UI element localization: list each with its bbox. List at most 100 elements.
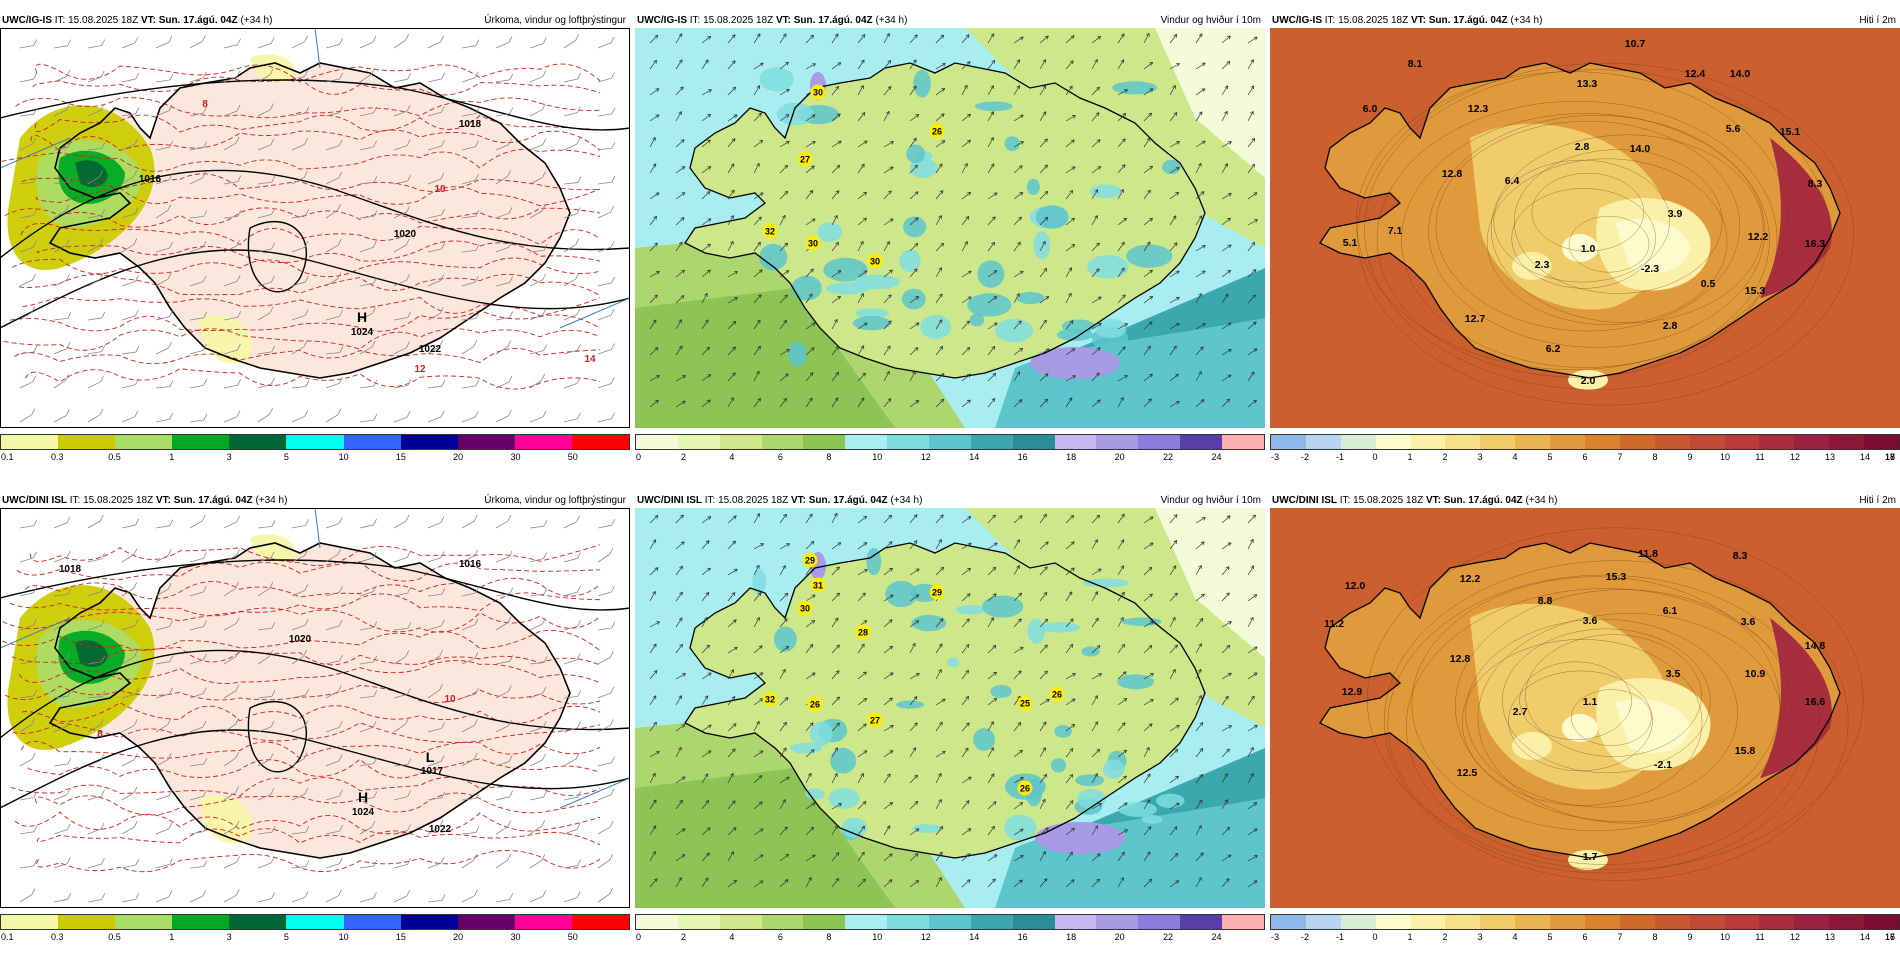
temperature-value-label: 14.0: [1630, 143, 1651, 155]
colorbar-tick-label: 0: [1372, 452, 1377, 462]
colorbar-tick-label: 6: [1582, 452, 1587, 462]
colorbar-tick-label: 2: [1442, 932, 1447, 942]
run-info: UWC/IG-IS IT: 15.08.2025 18Z VT: Sun. 17…: [1272, 14, 1542, 28]
gust-patch: [885, 581, 917, 607]
colorbar-swatch: [1180, 915, 1222, 929]
colorbar-swatch: [172, 435, 229, 449]
colorbar-tick-label: 14: [969, 452, 979, 462]
lead-time: (+34 h): [240, 15, 272, 26]
gust-patch: [1141, 815, 1162, 824]
colorbar-tick-label: 10: [872, 932, 882, 942]
temperature-value-label: 2.7: [1513, 706, 1528, 718]
colorbar-swatch: [1, 915, 58, 929]
colorbar-tick-label: 8: [826, 452, 831, 462]
gust-patch: [1054, 725, 1071, 738]
gust-patch: [1051, 758, 1066, 772]
gust-patch: [899, 249, 920, 272]
colorbar-tick-label: 12: [921, 932, 931, 942]
temperature-value-label: 6.4: [1505, 175, 1520, 187]
map-panel-precip: UWC/DINI ISL IT: 15.08.2025 18Z VT: Sun.…: [0, 494, 630, 954]
panel-title: Vindur og hviður í 10m: [1161, 14, 1261, 28]
colorbar-swatch: [344, 435, 401, 449]
init-time: 15.08.2025 18Z: [1353, 495, 1423, 506]
vt-label: VT:: [1411, 15, 1426, 26]
colorbar-swatch: [1222, 915, 1264, 929]
colorbar-swatch: [1655, 915, 1690, 929]
temperature-value-label: 12.5: [1457, 767, 1478, 779]
temperature-value-label: 3.6: [1583, 615, 1598, 627]
run-info: UWC/DINI ISL IT: 15.08.2025 18Z VT: Sun.…: [637, 494, 922, 508]
colorbar-swatch: [1585, 435, 1620, 449]
gust-value-label: 30: [800, 604, 810, 614]
it-label: IT:: [70, 495, 81, 506]
model-name: UWC/IG-IS: [1272, 15, 1322, 26]
gust-patch: [1119, 802, 1157, 817]
colorbar-swatch: [229, 915, 286, 929]
gust-patch: [1057, 328, 1094, 341]
init-time: 15.08.2025 18Z: [68, 15, 138, 26]
colorbar-swatch: [1690, 915, 1725, 929]
valid-time: Sun. 17.ágú. 04Z: [809, 495, 888, 506]
colorbar-swatch: [1759, 435, 1794, 449]
colorbar-swatch: [1445, 915, 1480, 929]
isobar-label: 1018: [59, 564, 82, 575]
colorbar-swatch: [1585, 915, 1620, 929]
colorbar-tick-label: 9: [1687, 932, 1692, 942]
colorbar-swatch: [1725, 915, 1760, 929]
colorbar-tick-label: 24: [1212, 452, 1222, 462]
colorbar: [1270, 434, 1900, 450]
colorbar-tick-label: 11: [1755, 932, 1764, 942]
colorbar: [0, 434, 630, 450]
colorbar-tick-label: 0.5: [108, 932, 121, 942]
colorbar-tick-label: 3: [227, 452, 232, 462]
lead-time: (+34 h): [890, 495, 922, 506]
colorbar-swatch: [58, 915, 115, 929]
gust-patch: [1075, 774, 1104, 786]
strong-wind-area: [1030, 347, 1120, 379]
temperature-value-label: 0.5: [1701, 278, 1716, 290]
temperature-value-label: 3.5: [1666, 668, 1681, 680]
temperature-value-label: 16.3: [1805, 238, 1826, 250]
colorbar-tick-label: 16: [1018, 932, 1028, 942]
gust-value-label: 32: [765, 695, 775, 705]
panel-title: Hiti í 2m: [1859, 14, 1896, 28]
gust-patch: [982, 596, 1023, 618]
init-time: 15.08.2025 18Z: [1338, 15, 1408, 26]
isobar-label: 1022: [429, 824, 452, 835]
temperature-value-label: 8.3: [1733, 550, 1748, 562]
colorbar-swatch: [1, 435, 58, 449]
colorbar-tick-label: 12: [1790, 932, 1800, 942]
map-panel-wind: UWC/DINI ISL IT: 15.08.2025 18Z VT: Sun.…: [635, 494, 1265, 954]
temperature-value-label: 3.6: [1741, 616, 1756, 628]
colorbar-swatch: [1180, 435, 1222, 449]
panel-header: UWC/DINI ISL IT: 15.08.2025 18Z VT: Sun.…: [0, 494, 630, 508]
colorbar-swatch: [971, 435, 1013, 449]
temperature-value-label: 13.3: [1577, 78, 1598, 90]
temperature-value-label: 15.3: [1745, 285, 1766, 297]
colorbar-tick-label: 1: [1407, 932, 1412, 942]
colorbar-tick-label: 10: [1720, 452, 1730, 462]
colorbar-tick-label: 7: [1617, 452, 1622, 462]
temperature-value-label: 6.1: [1663, 605, 1678, 617]
model-name: UWC/IG-IS: [637, 15, 687, 26]
gust-value-label: 30: [813, 88, 823, 98]
gust-patch: [1122, 618, 1162, 626]
isobar-label: 8: [97, 729, 103, 740]
colorbar-swatch: [1480, 435, 1515, 449]
colorbar-swatch: [678, 435, 720, 449]
isobar-label: 14: [584, 354, 596, 365]
it-label: IT:: [705, 495, 716, 506]
colorbar-swatch: [1794, 915, 1829, 929]
colorbar-swatch: [1550, 915, 1585, 929]
colorbar-swatch: [1550, 435, 1585, 449]
colorbar-tick-label: 50: [568, 932, 578, 942]
colorbar-swatch: [1829, 435, 1864, 449]
panel-title: Úrkoma, vindur og loftþrýstingur: [484, 494, 626, 508]
colorbar-tick-label: 11: [1755, 452, 1764, 462]
colorbar-tick-label: 4: [729, 932, 734, 942]
